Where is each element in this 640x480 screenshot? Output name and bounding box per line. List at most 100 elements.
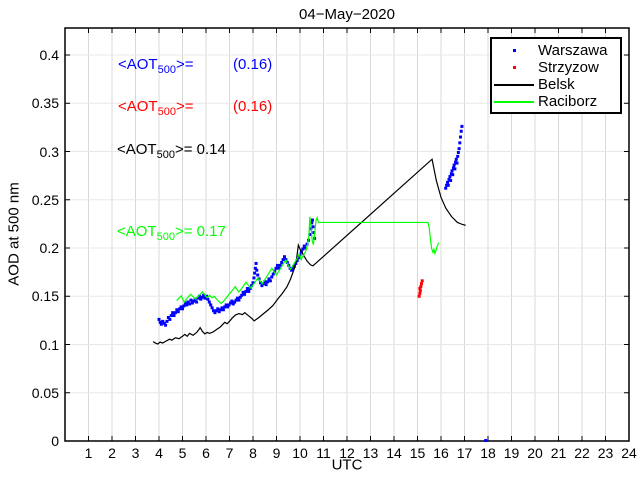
annotation-value: 0.17 (192, 223, 226, 240)
data-point (310, 221, 314, 225)
data-point (484, 439, 488, 443)
data-point (241, 290, 245, 294)
annotation-text: <AOT (117, 223, 157, 240)
data-point (228, 301, 232, 305)
data-point (206, 297, 210, 301)
data-point (419, 285, 423, 289)
data-point (261, 282, 265, 286)
x-tick-label: 10 (292, 445, 308, 461)
data-point (256, 273, 260, 277)
data-point (282, 255, 286, 259)
data-point (447, 177, 451, 181)
data-point (173, 311, 177, 315)
data-point (175, 308, 179, 312)
annotation-value: 0.14 (192, 141, 226, 158)
x-tick-label: 12 (339, 445, 355, 461)
data-point (454, 157, 458, 161)
data-point (460, 124, 464, 128)
data-point (263, 280, 267, 284)
data-point (459, 129, 463, 133)
x-tick-label: 17 (456, 445, 473, 461)
data-point (223, 305, 227, 309)
data-point (181, 307, 184, 311)
data-point (207, 300, 211, 304)
data-point (268, 279, 272, 283)
x-tick-label: 22 (574, 445, 590, 461)
series-strzyzow-points (417, 279, 424, 298)
data-point (266, 280, 270, 284)
data-point (199, 297, 203, 301)
x-tick-label: 21 (550, 445, 567, 461)
data-point (420, 279, 424, 283)
legend-item-strzyzow: Strzyzow (492, 59, 620, 76)
data-point (275, 263, 279, 267)
data-point (457, 147, 461, 151)
data-point (235, 296, 239, 300)
x-tick-label: 15 (409, 445, 426, 461)
data-point (278, 263, 282, 267)
data-point (197, 294, 201, 298)
x-tick-label: 1 (84, 445, 93, 461)
data-point (224, 303, 228, 307)
annotation-subscript: 500 (157, 106, 176, 118)
data-point (291, 266, 295, 270)
data-point (270, 275, 274, 279)
data-point (260, 284, 264, 288)
data-point (448, 175, 452, 179)
legend-label: Raciborz (538, 93, 598, 110)
y-tick-label: 0 (51, 433, 59, 449)
data-point (172, 314, 176, 318)
y-tick-label: 0.4 (39, 47, 59, 64)
data-point (458, 141, 462, 145)
data-point (195, 300, 199, 304)
data-point (456, 150, 460, 154)
data-point (312, 231, 316, 235)
data-point (219, 308, 223, 312)
data-point (248, 287, 252, 291)
data-point (186, 300, 190, 304)
series-raciborz-line (176, 215, 440, 305)
data-point (189, 298, 193, 302)
data-point (271, 272, 275, 276)
annotation-eq: >= (174, 223, 193, 240)
data-point (456, 154, 460, 158)
y-tick-label: 0.1 (39, 336, 59, 353)
data-point (240, 293, 244, 297)
data-point (161, 319, 165, 323)
data-point (453, 167, 457, 171)
data-point (418, 288, 422, 292)
annotation-text: <AOT (118, 98, 158, 115)
x-tick-label: 4 (155, 445, 163, 461)
data-point (227, 303, 231, 307)
legend-dot-marker (492, 49, 536, 52)
data-point (226, 305, 230, 309)
legend-line-sample (492, 83, 536, 86)
data-point (253, 271, 257, 275)
data-point (419, 282, 423, 286)
annotation-text: <AOT (117, 141, 157, 158)
data-point (449, 178, 453, 182)
data-point (245, 287, 249, 291)
y-tick-label: 0.3 (39, 143, 59, 160)
data-point (418, 291, 422, 295)
data-point (214, 309, 218, 313)
data-point (188, 302, 192, 306)
legend-label: Warszawa (538, 42, 608, 59)
data-point (178, 307, 182, 311)
series-belsk-line (152, 158, 466, 345)
series-warszawa-points (157, 124, 488, 443)
data-point (209, 303, 213, 307)
data-point (250, 284, 254, 288)
dot-swatch (512, 66, 516, 69)
data-point (451, 173, 455, 177)
data-point (169, 314, 173, 318)
mean-aot-annotation-strzyzow: <AOT500>= (0.16) (118, 98, 272, 118)
legend-item-belsk: Belsk (492, 76, 620, 93)
data-point (253, 266, 257, 270)
data-point (243, 292, 247, 296)
data-point (237, 298, 241, 302)
data-point (159, 322, 163, 326)
data-point (157, 317, 161, 321)
legend-item-warszawa: Warszawa (492, 42, 620, 59)
data-point (281, 258, 285, 262)
